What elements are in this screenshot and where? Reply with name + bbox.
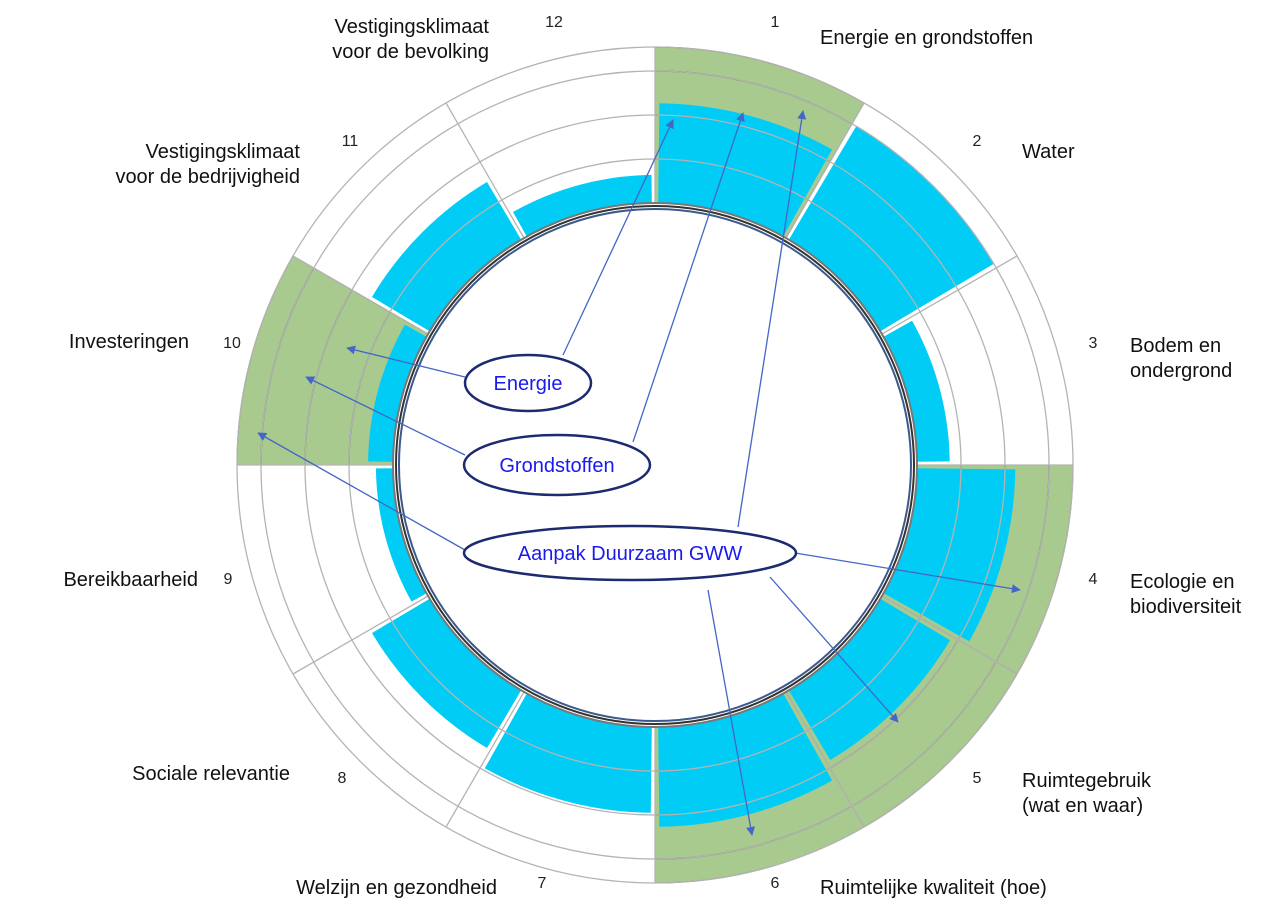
segment-8-number: 8: [338, 770, 347, 787]
segment-12-number: 12: [545, 14, 563, 31]
segment-6-level: [658, 693, 833, 827]
segment-labels: 1 Energie en grondstoffen 2 Water 3 Bodem en o…: [63, 14, 1241, 899]
segment-1-label: Energie en grondstoffen: [820, 27, 1033, 49]
segment-9-number: 9: [224, 571, 233, 588]
segment-3-label: Bodem en: [1130, 335, 1221, 357]
arrow-grondstoffen-to-1: [632, 112, 745, 443]
segment-2-number: 2: [973, 133, 982, 150]
sector-line-8: [445, 691, 525, 828]
segment-4-label: Ecologie en: [1130, 571, 1235, 593]
segment-2-label: Water: [1022, 141, 1075, 163]
arrows-layer: [257, 110, 1021, 836]
sector-line-5: [881, 595, 1018, 675]
segment-10-label: Investeringen: [69, 331, 189, 353]
oval-energie-label: Energie: [494, 373, 563, 395]
arrow-energie-to-1: [562, 119, 674, 356]
oval-grondstoffen-label: Grondstoffen: [499, 455, 614, 477]
segment-10-number: 10: [223, 335, 241, 352]
segment-8-label: Sociale relevantie: [132, 763, 290, 785]
segment-4-number: 4: [1089, 571, 1098, 588]
arrow-grondstoffen-to-10: [305, 376, 466, 456]
segments-layer: [236, 46, 1074, 884]
sector-line-9: [292, 595, 429, 675]
segment-6-label: Ruimtelijke kwaliteit (hoe): [820, 877, 1047, 899]
segment-7-number: 7: [538, 875, 547, 892]
arrow-gww-to-4: [794, 552, 1021, 594]
segment-7-label: Welzijn en gezondheid: [296, 877, 497, 899]
segment-1-number: 1: [771, 14, 780, 31]
oval-grondstoffen: Grondstoffen: [462, 433, 652, 497]
segment-5-level: [788, 598, 950, 760]
ring-gridlines: [236, 46, 1074, 884]
segment-11-level: [372, 182, 522, 332]
sector-line-11: [292, 255, 429, 335]
segment-3-label: ondergrond: [1130, 360, 1232, 382]
arrow-energie-to-10: [346, 345, 466, 378]
segment-5-number: 5: [973, 770, 982, 787]
segment-3-level: [883, 320, 950, 462]
segment-10-level: [368, 324, 427, 462]
segment-11-label: voor de bedrijvigheid: [115, 166, 300, 188]
arrow-gww-to-1: [737, 110, 807, 528]
arrow-gww-to-10: [257, 432, 466, 551]
segment-5-label: Ruimtegebruik: [1022, 770, 1152, 792]
oval-aanpak-duurzaam-gww: Aanpak Duurzaam GWW: [462, 524, 798, 582]
inner-circle: [392, 202, 918, 728]
sector-line-3: [881, 255, 1018, 335]
sector-line-2: [785, 102, 865, 239]
segment-11-number: 11: [342, 133, 359, 150]
segment-12-label: voor de bevolking: [332, 41, 489, 63]
segment-2-level: [788, 125, 995, 332]
segment-6-number: 6: [771, 875, 780, 892]
segment-4-label: biodiversiteit: [1130, 596, 1242, 618]
oval-energie: Energie: [463, 353, 593, 413]
segment-11-label: Vestigingsklimaat: [145, 141, 300, 163]
sector-line-12: [445, 102, 525, 239]
oval-gww-label: Aanpak Duurzaam GWW: [518, 543, 743, 565]
arrow-gww-to-6: [707, 589, 755, 836]
sector-line-6: [785, 691, 865, 828]
segment-3-number: 3: [1089, 335, 1098, 352]
segment-12-label: Vestigingsklimaat: [334, 16, 489, 38]
segment-9-label: Bereikbaarheid: [63, 569, 198, 591]
segment-4-level: [883, 468, 1016, 642]
arrow-gww-to-5: [769, 576, 899, 723]
segment-8-level: [372, 598, 522, 748]
segment-12-level: [513, 174, 652, 237]
segment-5-label: (wat en waar): [1022, 795, 1143, 817]
